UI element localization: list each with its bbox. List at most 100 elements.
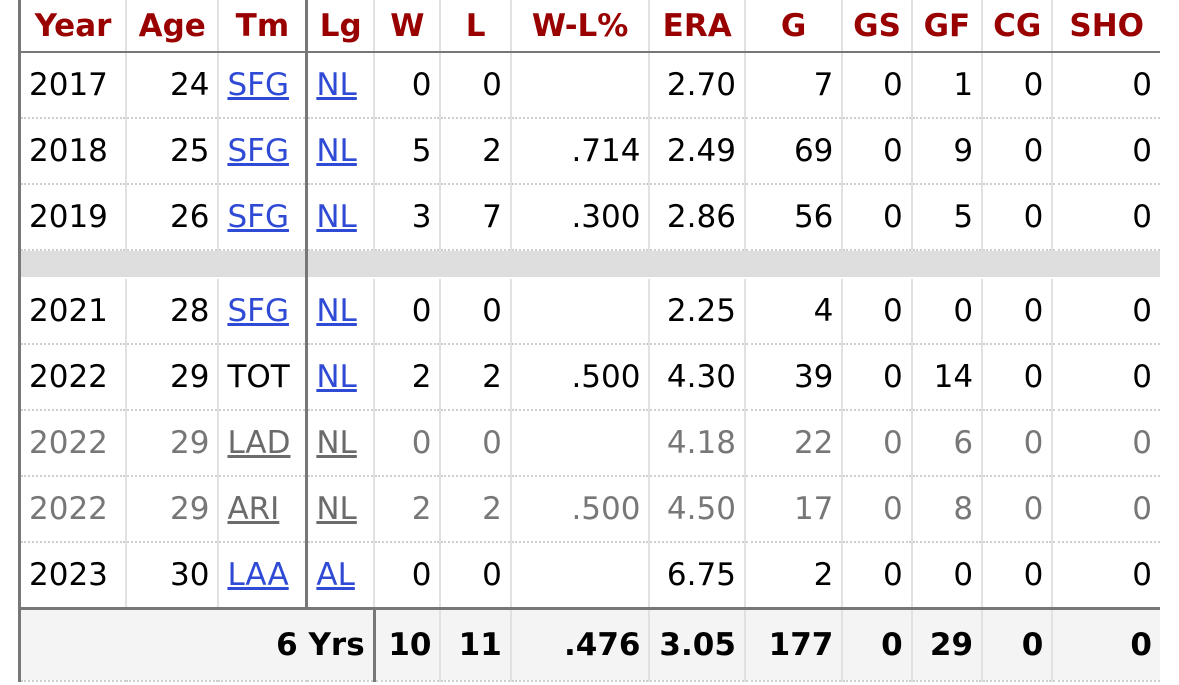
team-link[interactable]: LAA: [227, 557, 289, 593]
cell-complete-games: 0: [981, 410, 1053, 477]
cell-age: 24: [124, 52, 219, 119]
spacer-cell: [17, 250, 309, 279]
cell-win-loss-pct: [509, 542, 650, 610]
league-link[interactable]: NL: [316, 425, 357, 461]
cell-win-loss-pct: .300: [509, 184, 650, 251]
cell-year: 2022: [18, 344, 126, 411]
season-row: 2022 29 TOT NL 2 2 .500 4.30 39 0 14 0 0: [18, 344, 1160, 411]
cell-league: NL: [305, 278, 375, 345]
career-totals-row: 6 Yrs 10 11 .476 3.05 177 0 29 0 0: [18, 607, 1160, 682]
cell-team: SFG: [217, 52, 307, 119]
column-header-games-finished[interactable]: GF: [910, 0, 983, 53]
cell-era: 2.70: [648, 52, 745, 119]
column-header-games-started[interactable]: GS: [841, 0, 912, 53]
team-link[interactable]: SFG: [227, 133, 289, 169]
season-row: 2021 28 SFG NL 0 0 2.25 4 0 0 0 0: [18, 278, 1160, 345]
cell-complete-games: 0: [981, 118, 1053, 185]
column-header-win-loss-pct[interactable]: W-L%: [509, 0, 650, 53]
team-link[interactable]: ARI: [227, 491, 280, 527]
league-link[interactable]: NL: [316, 293, 357, 329]
cell-year: 2022: [18, 476, 126, 543]
cell-losses: 0: [439, 278, 511, 345]
cell-games: 22: [743, 410, 843, 477]
cell-losses: 7: [439, 184, 511, 251]
cell-era: 2.49: [648, 118, 745, 185]
league-link[interactable]: AL: [316, 557, 355, 593]
league-link[interactable]: NL: [316, 67, 357, 103]
column-header-age[interactable]: Age: [124, 0, 219, 53]
cell-games-finished: 1: [910, 52, 983, 119]
cell-games: 69: [743, 118, 843, 185]
cell-team: SFG: [217, 118, 307, 185]
total-shutouts: 0: [1051, 607, 1160, 682]
cell-complete-games: 0: [981, 278, 1053, 345]
column-header-team[interactable]: Tm: [217, 0, 307, 53]
cell-win-loss-pct: .500: [509, 476, 650, 543]
team-link[interactable]: SFG: [227, 67, 289, 103]
column-header-shutouts[interactable]: SHO: [1051, 0, 1160, 53]
cell-wins: 0: [373, 52, 441, 119]
cell-games: 2: [743, 542, 843, 610]
column-header-losses[interactable]: L: [439, 0, 511, 53]
cell-games-finished: 6: [910, 410, 983, 477]
cell-wins: 0: [373, 410, 441, 477]
cell-complete-games: 0: [981, 344, 1053, 411]
league-link[interactable]: NL: [316, 491, 357, 527]
cell-win-loss-pct: [509, 278, 650, 345]
cell-age: 29: [124, 476, 219, 543]
column-header-league[interactable]: Lg: [305, 0, 375, 53]
cell-year: 2023: [18, 542, 126, 610]
cell-wins: 5: [373, 118, 441, 185]
cell-era: 4.18: [648, 410, 745, 477]
cell-age: 25: [124, 118, 219, 185]
cell-losses: 0: [439, 52, 511, 119]
cell-team: SFG: [217, 184, 307, 251]
cell-wins: 2: [373, 344, 441, 411]
league-link[interactable]: NL: [316, 133, 357, 169]
league-link[interactable]: NL: [316, 359, 357, 395]
team-link[interactable]: SFG: [227, 199, 289, 235]
cell-losses: 0: [439, 410, 511, 477]
cell-shutouts: 0: [1051, 476, 1160, 543]
cell-age: 30: [124, 542, 219, 610]
column-header-year[interactable]: Year: [18, 0, 126, 53]
season-row: 2018 25 SFG NL 5 2 .714 2.49 69 0 9 0 0: [18, 118, 1160, 185]
league-link[interactable]: NL: [316, 199, 357, 235]
cell-shutouts: 0: [1051, 118, 1160, 185]
cell-era: 4.50: [648, 476, 745, 543]
cell-complete-games: 0: [981, 184, 1053, 251]
cell-games-started: 0: [841, 476, 912, 543]
cell-losses: 2: [439, 118, 511, 185]
cell-league: NL: [305, 476, 375, 543]
column-header-era[interactable]: ERA: [648, 0, 745, 53]
cell-era: 4.30: [648, 344, 745, 411]
cell-wins: 0: [373, 278, 441, 345]
cell-league: NL: [305, 52, 375, 119]
column-header-complete-games[interactable]: CG: [981, 0, 1053, 53]
cell-era: 2.25: [648, 278, 745, 345]
cell-games-started: 0: [841, 184, 912, 251]
cell-games: 7: [743, 52, 843, 119]
column-header-games[interactable]: G: [743, 0, 843, 53]
pitching-stats-table: Year Age Tm Lg W L W-L% ERA G GS GF CG S…: [17, 0, 1160, 682]
cell-year: 2018: [18, 118, 126, 185]
column-header-wins[interactable]: W: [373, 0, 441, 53]
cell-team: ARI: [217, 476, 307, 543]
partial-season-row: 2022 29 LAD NL 0 0 4.18 22 0 6 0 0: [18, 410, 1160, 477]
cell-team: TOT: [217, 344, 307, 411]
cell-league: NL: [305, 410, 375, 477]
team-link[interactable]: LAD: [227, 425, 291, 461]
team-link[interactable]: SFG: [227, 293, 289, 329]
cell-league: NL: [305, 118, 375, 185]
cell-games-finished: 0: [910, 542, 983, 610]
cell-wins: 0: [373, 542, 441, 610]
cell-complete-games: 0: [981, 476, 1053, 543]
cell-year: 2017: [18, 52, 126, 119]
season-row: 2019 26 SFG NL 3 7 .300 2.86 56 0 5 0 0: [18, 184, 1160, 251]
cell-shutouts: 0: [1051, 410, 1160, 477]
cell-age: 26: [124, 184, 219, 251]
cell-games-finished: 8: [910, 476, 983, 543]
cell-complete-games: 0: [981, 52, 1053, 119]
cell-shutouts: 0: [1051, 52, 1160, 119]
cell-win-loss-pct: [509, 410, 650, 477]
